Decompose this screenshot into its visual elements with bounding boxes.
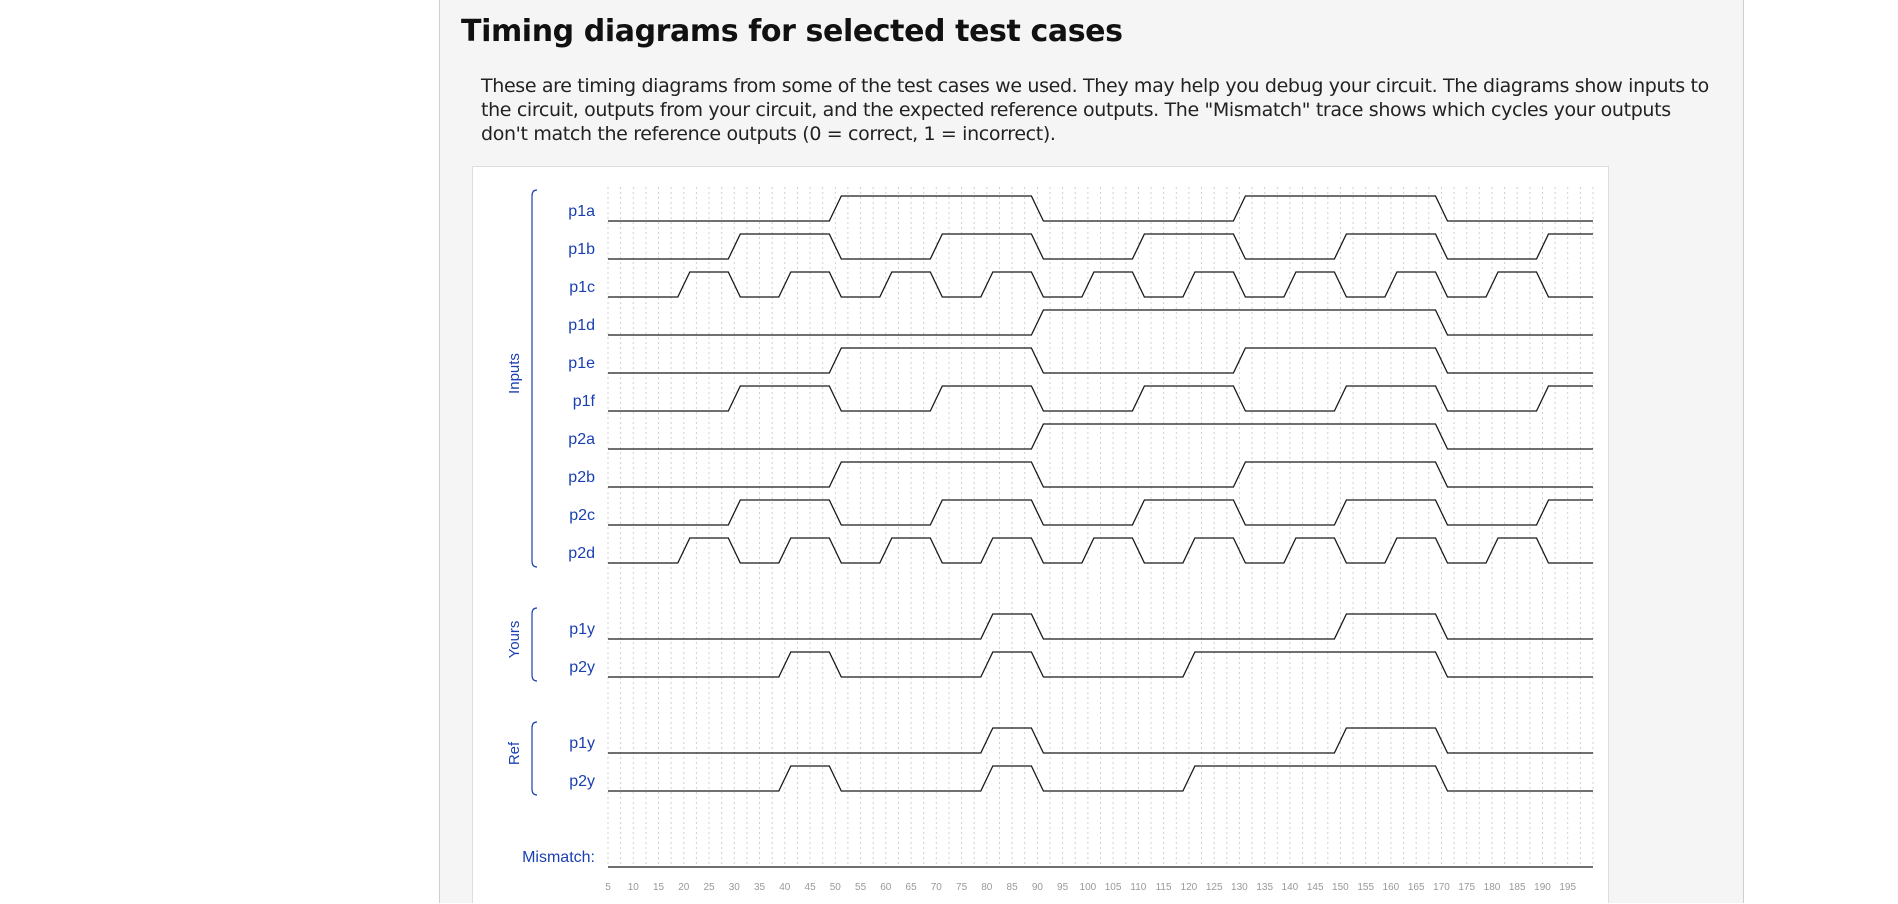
trace-p1y — [608, 613, 1593, 640]
trace-p1y — [608, 727, 1593, 754]
time-tick-label: 175 — [1458, 882, 1475, 893]
time-tick-label: 180 — [1484, 882, 1501, 893]
time-tick-label: 15 — [653, 882, 665, 893]
signal-label-p1a: p1a — [568, 203, 595, 220]
signal-label-p1b: p1b — [568, 241, 595, 258]
time-tick-label: 5 — [605, 882, 611, 893]
time-tick-label: 125 — [1206, 882, 1223, 893]
time-tick-label: 60 — [880, 882, 892, 893]
time-tick-label: 170 — [1433, 882, 1450, 893]
time-tick-label: 105 — [1105, 882, 1122, 893]
time-tick-label: 115 — [1156, 882, 1172, 893]
signal-label-p2d: p2d — [568, 545, 595, 562]
time-tick-label: 35 — [754, 882, 766, 893]
time-tick-label: 145 — [1307, 882, 1324, 893]
time-tick-label: 95 — [1057, 882, 1069, 893]
page-title: Timing diagrams for selected test cases — [461, 14, 1123, 49]
time-tick-label: 165 — [1408, 882, 1425, 893]
content-panel: Timing diagrams for selected test cases … — [439, 0, 1744, 903]
time-tick-label: 195 — [1559, 882, 1576, 893]
time-tick-label: 150 — [1332, 882, 1349, 893]
time-tick-label: 50 — [830, 882, 842, 893]
intro-paragraph: These are timing diagrams from some of t… — [481, 75, 1709, 145]
group-bracket-yours — [531, 607, 538, 682]
time-tick-label: 40 — [779, 882, 791, 893]
time-tick-label: 45 — [805, 882, 817, 893]
trace-p2y — [608, 765, 1593, 792]
time-tick-label: 155 — [1357, 882, 1374, 893]
time-tick-label: 100 — [1080, 882, 1097, 893]
trace-p1e — [608, 347, 1593, 374]
signal-label-p1e: p1e — [568, 355, 595, 372]
time-tick-label: 90 — [1032, 882, 1044, 893]
group-bracket-inputs — [531, 189, 538, 568]
time-tick-label: 70 — [931, 882, 943, 893]
signal-label-p1d: p1d — [568, 317, 595, 334]
trace-p2b — [608, 461, 1593, 488]
time-tick-label: 85 — [1007, 882, 1019, 893]
group-bracket-ref — [531, 721, 538, 796]
signal-label-p2y: p2y — [569, 659, 595, 676]
trace-p2c — [608, 499, 1593, 526]
signal-label-p2y: p2y — [569, 773, 595, 790]
signal-label-p1c: p1c — [569, 279, 595, 296]
signal-label-p1y: p1y — [569, 735, 595, 752]
time-tick-label: 30 — [729, 882, 741, 893]
signal-label-p2a: p2a — [568, 431, 595, 448]
time-tick-label: 160 — [1383, 882, 1400, 893]
time-tick-label: 80 — [981, 882, 993, 893]
time-tick-label: 25 — [703, 882, 715, 893]
time-tick-label: 135 — [1256, 882, 1273, 893]
timing-diagram-svg: 5 10 15 20 25 30 35 40 45 50 55 60 65 70 75 80 85 90 95 100… — [506, 187, 1594, 893]
trace-p2y — [608, 651, 1593, 678]
time-tick-label: 130 — [1231, 882, 1248, 893]
group-label-inputs: Inputs — [506, 353, 523, 394]
time-tick-label: 190 — [1534, 882, 1551, 893]
time-tick-label: 110 — [1130, 882, 1146, 893]
trace-p2d — [608, 537, 1593, 564]
time-tick-label: 140 — [1282, 882, 1299, 893]
timing-diagram: 5 10 15 20 25 30 35 40 45 50 55 60 65 70 75 80 85 90 95 100… — [472, 166, 1609, 903]
time-tick-label: 55 — [855, 882, 867, 893]
time-tick-label: 120 — [1181, 882, 1198, 893]
trace-p1d — [608, 309, 1593, 336]
trace-p1b — [608, 233, 1593, 260]
trace-p2a — [608, 423, 1593, 450]
group-label-ref: Ref — [506, 741, 523, 765]
time-tick-label: 20 — [678, 882, 690, 893]
time-tick-label: 10 — [628, 882, 640, 893]
time-tick-label: 65 — [906, 882, 918, 893]
mismatch-label: Mismatch: — [522, 849, 595, 866]
trace-p1c — [608, 271, 1593, 298]
trace-p1f — [608, 385, 1593, 412]
signal-label-p1y: p1y — [569, 621, 595, 638]
time-tick-label: 75 — [956, 882, 968, 893]
signal-label-p2b: p2b — [568, 469, 595, 486]
time-tick-label: 185 — [1509, 882, 1526, 893]
trace-p1a — [608, 195, 1593, 222]
group-label-yours: Yours — [506, 621, 523, 659]
signal-label-p2c: p2c — [569, 507, 595, 524]
signal-label-p1f: p1f — [573, 393, 596, 410]
